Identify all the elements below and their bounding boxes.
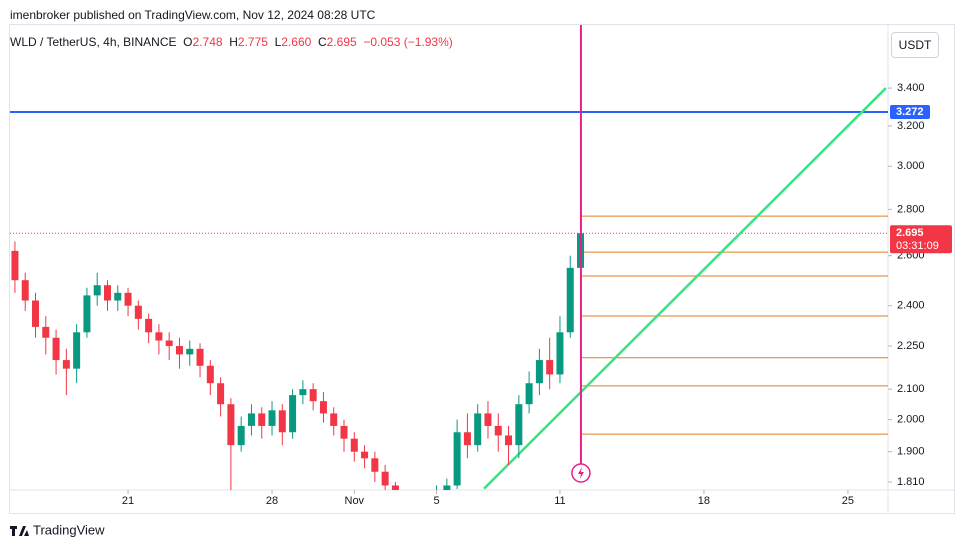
alert-label: 3.272 [896, 106, 924, 118]
x-tick-label: 28 [266, 495, 278, 507]
x-tick-label: 5 [433, 495, 439, 507]
candle-body [73, 332, 81, 369]
candle-body [474, 413, 482, 446]
marker-bolt [577, 467, 584, 479]
candle-body [32, 300, 40, 327]
y-tick-label: 1.810 [897, 476, 925, 488]
candle-body [546, 360, 554, 375]
candle-body [21, 280, 29, 301]
candle-body [340, 425, 348, 439]
y-tick-label: 3.000 [897, 160, 925, 172]
candle-body [566, 267, 574, 333]
last-price-label: 2.695 [896, 227, 924, 239]
change: −0.053 (−1.93%) [363, 35, 453, 49]
candle-body [165, 340, 173, 347]
candle-body [443, 485, 451, 490]
candle-body [247, 413, 255, 426]
symbol-info: WLD / TetherUS, 4h, BINANCE O2.748 H2.77… [10, 35, 453, 49]
candle-body [52, 337, 60, 361]
y-tick-label: 2.100 [897, 383, 925, 395]
candle-body [505, 435, 513, 446]
candle-body [361, 451, 369, 459]
candle-body [93, 285, 101, 296]
candle-body [289, 395, 297, 433]
candle-body [515, 404, 523, 446]
candle-body [134, 305, 142, 319]
candle-body [217, 383, 225, 405]
y-tick-label: 3.400 [897, 82, 925, 94]
ohlc-value: 2.748 [192, 35, 223, 49]
frame [9, 24, 955, 514]
candle-body [42, 326, 50, 338]
candle-body [237, 425, 245, 446]
alert-label-box [890, 105, 930, 120]
candle-body [186, 348, 194, 355]
ohlc-label: L [274, 35, 282, 49]
ohlc-value: 2.695 [326, 35, 357, 49]
candle-body [350, 438, 358, 452]
candle-body [206, 365, 214, 384]
candle-body [196, 348, 204, 366]
y-tick-label: 2.000 [897, 414, 925, 426]
plot-area [10, 87, 888, 521]
candle-body [124, 292, 132, 306]
axes: 3.4003.2003.0002.8002.6002.4002.2502.100… [122, 82, 952, 507]
countdown: 03:31:09 [896, 240, 939, 252]
x-tick-label: 25 [842, 495, 854, 507]
candle-body [62, 360, 70, 369]
symbol: WLD / TetherUS, 4h, BINANCE [10, 35, 177, 49]
ohlc-label: H [229, 35, 238, 49]
candle-body [391, 485, 399, 490]
ohlc-value: 2.660 [281, 35, 312, 49]
ohlc-label: O [183, 35, 193, 49]
trendline [483, 87, 887, 490]
candle-body [556, 332, 564, 375]
candle-body [309, 389, 317, 402]
x-tick-label: 18 [698, 495, 710, 507]
candle-body [299, 389, 307, 396]
publisher: imenbroker published on TradingView.com,… [10, 8, 376, 22]
x-tick-label: 11 [554, 495, 565, 507]
y-tick-label: 2.400 [897, 300, 925, 312]
candle-body [412, 514, 419, 521]
candle-body [535, 360, 543, 384]
candle-body [484, 413, 492, 426]
candle-body [463, 432, 471, 446]
candle-body [83, 295, 91, 333]
x-tick-label: 21 [122, 495, 134, 507]
candle-body [525, 383, 533, 405]
candle-body [494, 425, 502, 436]
candle-body [278, 410, 286, 433]
y-tick-label: 1.900 [897, 446, 925, 458]
candle-body [258, 413, 266, 426]
currency-button[interactable]: USDT [891, 32, 939, 58]
candle-body [423, 507, 430, 514]
candle-body [319, 401, 327, 414]
last-price-box [890, 225, 952, 254]
candle-body [268, 410, 276, 426]
candle-body [155, 332, 163, 341]
candle-body [381, 471, 389, 486]
y-tick-label: 2.800 [897, 203, 925, 215]
candle-body [103, 285, 111, 301]
candle-body [371, 458, 379, 472]
logo: TradingView [10, 522, 105, 537]
ohlc-label: C [317, 35, 327, 49]
y-tick-label: 2.250 [897, 340, 925, 352]
candle-body [453, 432, 461, 486]
ohlc-value: 2.775 [237, 35, 268, 49]
x-tick-label: Nov [345, 495, 365, 507]
footer-brand: TradingView [33, 522, 105, 537]
y-tick-label: 3.200 [897, 120, 925, 132]
candle-body [227, 404, 235, 446]
candle-body [175, 346, 183, 355]
candle-body [330, 413, 338, 426]
candle-body [145, 318, 153, 333]
candle-body [114, 292, 122, 301]
candle-body [11, 250, 19, 281]
